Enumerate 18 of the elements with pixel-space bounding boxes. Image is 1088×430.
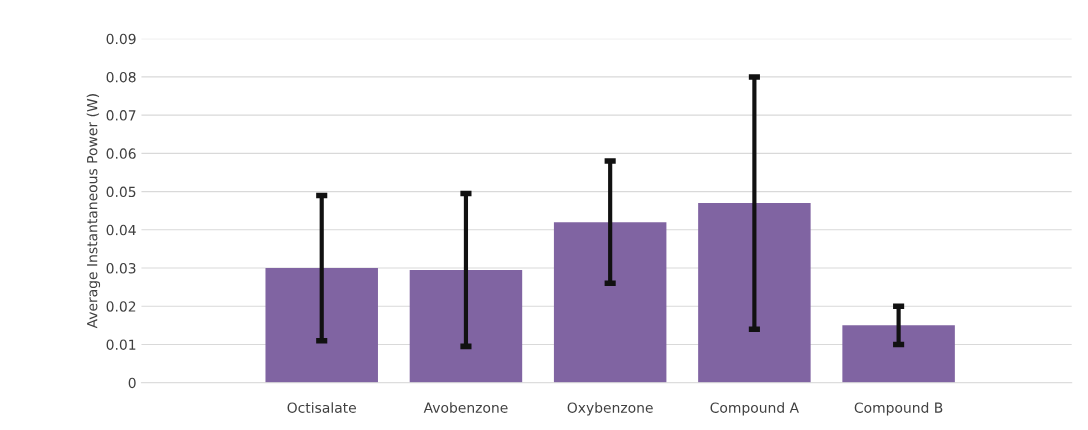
bar [553,222,667,383]
x-tick-label: Oxybenzone [567,402,653,416]
x-tick-label: Octisalate [287,402,356,413]
bar [842,325,955,383]
y-tick-label: 0 [128,377,136,389]
y-tick-label: 0.03 [106,263,136,274]
y-tick-label: 0.08 [106,71,136,83]
x-tick-label: Compound B [854,402,943,416]
y-tick-label: 0.07 [106,110,136,121]
y-tick-label: 0.09 [106,33,136,45]
x-tick-label: Avobenzone [423,402,508,413]
y-tick-label: 0.06 [106,148,136,159]
y-tick-label: 0.04 [106,224,136,236]
y-axis-title: Average Instantaneous Power (W) [86,94,101,329]
y-tick-label: 0.02 [106,301,136,312]
x-tick-label: Compound A [710,402,799,416]
y-tick-label: 0.05 [106,186,136,198]
y-tick-label: 0.01 [106,339,136,350]
